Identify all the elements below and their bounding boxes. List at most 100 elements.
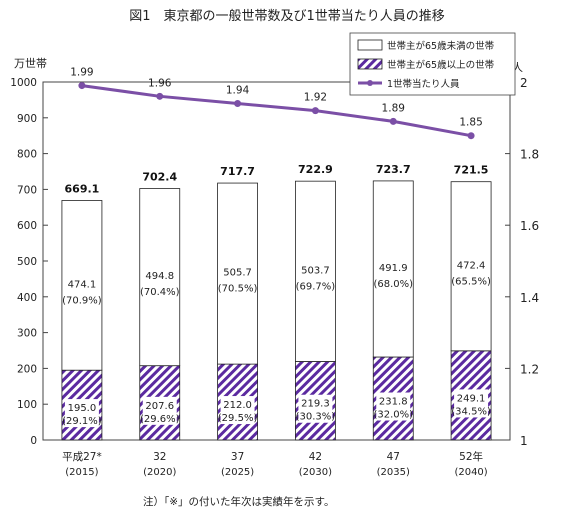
x-tick-label: 37 [231, 451, 244, 463]
bar-value-label-65plus: 195.0 [68, 403, 97, 414]
bar-share-label-under65: (69.7%) [296, 281, 336, 292]
bar-share-label-65plus: (32.0%) [373, 410, 413, 421]
y-left-tick-label: 200 [17, 363, 37, 375]
y-right-tick-label: 1.2 [520, 362, 539, 376]
y-left-tick-label: 0 [30, 435, 37, 447]
legend-swatch-under65 [357, 39, 383, 51]
bar-share-label-65plus: (29.1%) [62, 416, 102, 427]
legend: 世帯主が65歳未満の世帯 世帯主が65歳以上の世帯 1世帯当たり人員 [349, 32, 516, 96]
line-point [311, 107, 319, 115]
x-axis: 平成27* (2015) 32 (2020) 37 (2025) 42 (2030) 47 (20… [62, 450, 488, 478]
bar-share-label-under65: (70.9%) [62, 295, 102, 306]
y-axis-left: 0 100 200 300 400 500 600 700 800 900 1000 [10, 77, 48, 447]
x-tick-sublabel: (2015) [65, 467, 98, 478]
legend-label-under65: 世帯主が65歳未満の世帯 [387, 40, 495, 52]
x-tick-label: 52年 [459, 450, 483, 463]
chart-title: 図1 東京都の一般世帯数及び1世帯当たり人員の推移 [129, 8, 445, 24]
bar-label-background [64, 399, 99, 428]
line-value-label: 1.99 [70, 67, 93, 79]
y-right-tick-label: 1.4 [520, 291, 539, 305]
line-value-label: 1.96 [148, 77, 172, 89]
bar-value-label-65plus: 212.0 [223, 400, 252, 411]
bar-label-background [220, 396, 255, 425]
bar-value-label-under65: 494.8 [145, 271, 174, 282]
legend-swatch-marker [367, 80, 373, 86]
bar-share-label-under65: (65.5%) [451, 276, 491, 287]
y-left-tick-label: 600 [17, 220, 37, 232]
x-tick-sublabel: (2030) [299, 467, 332, 478]
bar-segment-under65 [139, 188, 181, 367]
y-right-tick-label: 1.6 [520, 219, 539, 233]
bar-value-label-under65: 472.4 [457, 260, 486, 271]
x-tick-label: 平成27* [62, 451, 102, 463]
bar-share-label-65plus: (29.6%) [140, 414, 180, 425]
bar-share-label-under65: (70.5%) [218, 284, 258, 295]
footnote: 注）「※」の付いた年次は実績年を示す。 [143, 495, 335, 508]
bar-value-label-65plus: 231.8 [379, 397, 408, 408]
line-value-label: 1.94 [226, 84, 250, 96]
bar-label-background [376, 392, 411, 421]
line-point [389, 117, 397, 125]
y-left-tick-label: 800 [17, 149, 37, 161]
line-per-household [81, 84, 472, 138]
bar-total-label: 722.9 [298, 163, 333, 176]
bar-total-label: 723.7 [376, 163, 411, 176]
bar-total-label: 702.4 [142, 171, 177, 184]
line-series: 1.99 1.96 1.94 1.92 1.89 1.85 [70, 67, 483, 140]
bar-segment-under65 [372, 180, 414, 358]
y-left-tick-label: 400 [17, 292, 37, 304]
line-value-label: 1.92 [304, 92, 327, 104]
line-point [156, 92, 164, 100]
bar-segment-under65 [217, 182, 258, 365]
bar-value-label-65plus: 207.6 [145, 401, 174, 412]
x-tick-sublabel: (2040) [454, 467, 487, 478]
line-value-label: 1.85 [459, 117, 482, 129]
y-left-tick-label: 900 [17, 113, 37, 125]
bar-segment-under65 [450, 181, 492, 352]
bar-label-background [298, 394, 333, 423]
bar-value-label-65plus: 249.1 [457, 393, 486, 404]
bar-labels: 195.0 (29.1%) 474.1 (70.9%) 669.1 207.6 (29.6%… [62, 163, 491, 428]
bar-value-label-under65: 505.7 [223, 268, 252, 279]
bar-label-background [454, 389, 489, 418]
y-left-tick-label: 700 [17, 184, 37, 196]
plot-frame [42, 81, 511, 441]
bar-value-label-under65: 491.9 [379, 263, 408, 274]
bar-total-label: 717.7 [220, 165, 255, 178]
y-right-tick-label: 1 [520, 434, 528, 448]
x-tick-sublabel: (2020) [143, 467, 176, 478]
x-tick-label: 42 [309, 451, 322, 463]
bar-total-label: 721.5 [454, 164, 489, 177]
line-point [467, 132, 475, 140]
bar-share-label-65plus: (30.3%) [296, 412, 336, 423]
x-tick-label: 32 [153, 451, 166, 463]
y-axis-right-unit: 人 [512, 61, 523, 74]
x-tick-sublabel: (2025) [221, 467, 254, 478]
y-left-tick-label: 100 [17, 399, 37, 411]
y-right-tick-label: 1.8 [520, 148, 539, 162]
y-left-tick-label: 300 [17, 328, 37, 340]
bar-share-label-65plus: (34.5%) [451, 406, 491, 417]
y-left-tick-label: 1000 [10, 77, 37, 89]
bar-share-label-under65: (68.0%) [373, 279, 413, 290]
legend-label-65plus: 世帯主が65歳以上の世帯 [387, 59, 495, 71]
y-right-tick-label: 2 [520, 76, 528, 90]
bar-total-label: 669.1 [65, 182, 100, 195]
line-point [78, 82, 86, 90]
y-axis-right: 1 1.2 1.4 1.6 1.8 2 [505, 76, 539, 448]
bars [61, 180, 492, 441]
legend-swatch-65plus [357, 58, 383, 70]
line-point [234, 99, 242, 107]
x-tick-sublabel: (2035) [377, 467, 410, 478]
y-left-tick-label: 500 [17, 256, 37, 268]
bar-label-background [142, 396, 177, 425]
bar-value-label-under65: 503.7 [301, 265, 330, 276]
line-value-label: 1.89 [382, 102, 405, 114]
bar-value-label-65plus: 219.3 [301, 399, 330, 410]
bar-segment-under65 [61, 200, 103, 371]
legend-label-per-household: 1世帯当たり人員 [387, 78, 460, 90]
bar-share-label-under65: (70.4%) [140, 287, 180, 298]
y-axis-left-unit: 万世帯 [14, 57, 47, 70]
bar-value-label-under65: 474.1 [68, 279, 97, 290]
